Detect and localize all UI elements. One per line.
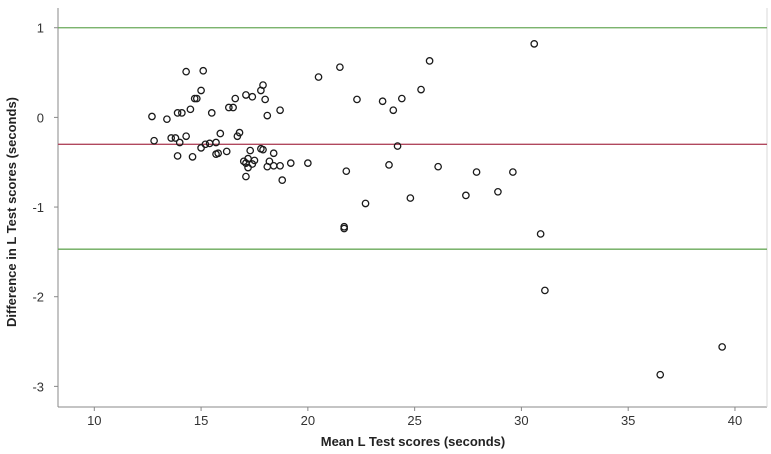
data-point: [278, 176, 287, 185]
data-point: [235, 128, 244, 137]
data-point: [434, 162, 442, 171]
y-tick-label: -1: [32, 200, 44, 215]
data-point: [276, 161, 284, 170]
data-point: [222, 147, 231, 156]
x-tick-label: 20: [301, 413, 315, 428]
data-point: [250, 156, 259, 165]
data-point: [197, 144, 205, 152]
data-point: [462, 191, 470, 200]
x-ticks: 10 15 20 25 30 35 40: [87, 407, 742, 428]
y-tick-label: -3: [32, 379, 44, 394]
data-point: [378, 97, 387, 106]
data-point: [261, 95, 269, 104]
data-point: [530, 40, 539, 48]
data-point: [248, 92, 257, 101]
y-tick-label: -2: [32, 290, 44, 305]
data-point: [163, 115, 171, 124]
data-point: [417, 85, 425, 94]
data-point: [242, 172, 250, 181]
y-tick-label: 1: [37, 21, 44, 36]
data-point: [342, 167, 351, 176]
data-point: [472, 168, 481, 176]
data-point: [207, 109, 216, 117]
data-point: [276, 106, 284, 115]
data-point: [340, 224, 349, 233]
data-point: [336, 63, 344, 72]
data-point: [269, 149, 278, 158]
data-point: [205, 139, 214, 148]
data-point: [656, 370, 665, 379]
x-tick-label: 35: [621, 413, 635, 428]
data-point: [201, 140, 210, 149]
x-tick-label: 40: [728, 413, 742, 428]
data-point: [178, 109, 186, 117]
data-point: [389, 106, 398, 115]
data-point: [182, 67, 190, 76]
data-point: [214, 149, 223, 158]
data-point: [425, 57, 434, 65]
x-tick-label: 15: [194, 413, 208, 428]
x-tick-label: 25: [407, 413, 421, 428]
data-point: [182, 132, 190, 141]
x-tick-label: 10: [87, 413, 101, 428]
data-point: [148, 112, 156, 121]
data-point: [718, 343, 727, 351]
data-point: [167, 134, 176, 142]
data-point: [186, 105, 195, 114]
data-point: [231, 94, 240, 103]
data-point: [173, 152, 182, 160]
data-point: [385, 161, 393, 169]
data-point: [173, 109, 182, 117]
x-axis-title: Mean L Test scores (seconds): [321, 434, 505, 449]
data-point: [286, 159, 295, 167]
data-point: [175, 138, 184, 147]
data-point: [216, 129, 225, 138]
data-point: [406, 194, 415, 202]
data-point: [192, 94, 201, 103]
data-point: [197, 86, 205, 95]
data-point: [393, 142, 402, 150]
x-tick-label: 30: [514, 413, 528, 428]
data-point: [212, 138, 220, 147]
data-point: [536, 230, 545, 238]
data-point: [229, 103, 237, 112]
data-point: [242, 91, 250, 99]
data-point: [541, 286, 549, 295]
data-point: [188, 152, 197, 161]
reference-lines: [58, 27, 767, 250]
data-point: [314, 73, 323, 81]
data-point: [304, 159, 312, 167]
data-point: [361, 199, 370, 208]
data-point: [259, 145, 267, 154]
y-ticks: 1 0 -1 -2 -3: [32, 21, 58, 394]
data-point: [224, 103, 233, 112]
y-tick-label: 0: [37, 110, 44, 125]
data-point: [265, 157, 274, 166]
data-point: [269, 161, 278, 170]
data-point: [509, 168, 517, 176]
axes: [57, 8, 768, 408]
data-point: [259, 81, 267, 89]
data-point: [353, 95, 361, 104]
data-point: [199, 66, 208, 75]
data-points: [148, 40, 727, 379]
data-point: [263, 111, 272, 120]
data-point: [397, 94, 406, 103]
y-axis-title: Difference in L Test scores (seconds): [4, 97, 19, 327]
data-point: [246, 146, 255, 155]
data-point: [171, 134, 180, 142]
data-point: [494, 187, 502, 196]
data-point: [150, 136, 158, 145]
